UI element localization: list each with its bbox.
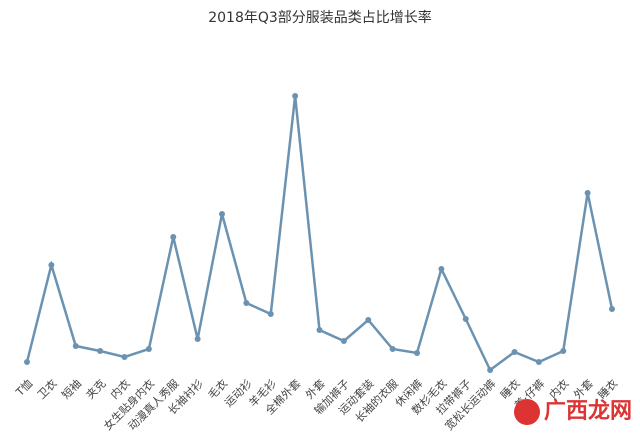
x-tick-label: 睡衣 [595, 376, 620, 401]
point [292, 93, 299, 99]
watermark-logo [514, 399, 540, 425]
x-tick-label: 内衣 [546, 376, 571, 401]
point [121, 354, 128, 360]
point [414, 350, 420, 356]
point [194, 336, 201, 342]
point [487, 367, 494, 373]
point [535, 359, 542, 365]
point [24, 359, 30, 365]
point [219, 211, 225, 217]
point [48, 262, 55, 268]
point [72, 343, 79, 349]
x-tick-label: 卫衣 [34, 376, 59, 401]
watermark: 广西龙网 [544, 398, 632, 424]
point [340, 338, 347, 344]
x-tick-label: 夹克 [84, 377, 109, 402]
point [560, 348, 567, 354]
point [438, 266, 445, 272]
x-tick-label: 短袖 [59, 376, 84, 401]
point [462, 316, 469, 322]
point [243, 300, 250, 306]
point [267, 311, 274, 317]
point [511, 349, 518, 355]
point [316, 327, 323, 333]
x-tick-label: T恤 [13, 377, 35, 399]
chart-title: 2018年Q3部分服装品类占比增长率 [208, 9, 432, 26]
point [145, 346, 152, 352]
point [170, 234, 177, 240]
point [609, 306, 615, 312]
point [97, 348, 104, 354]
point [584, 190, 591, 196]
point [365, 317, 372, 323]
point [389, 346, 396, 352]
